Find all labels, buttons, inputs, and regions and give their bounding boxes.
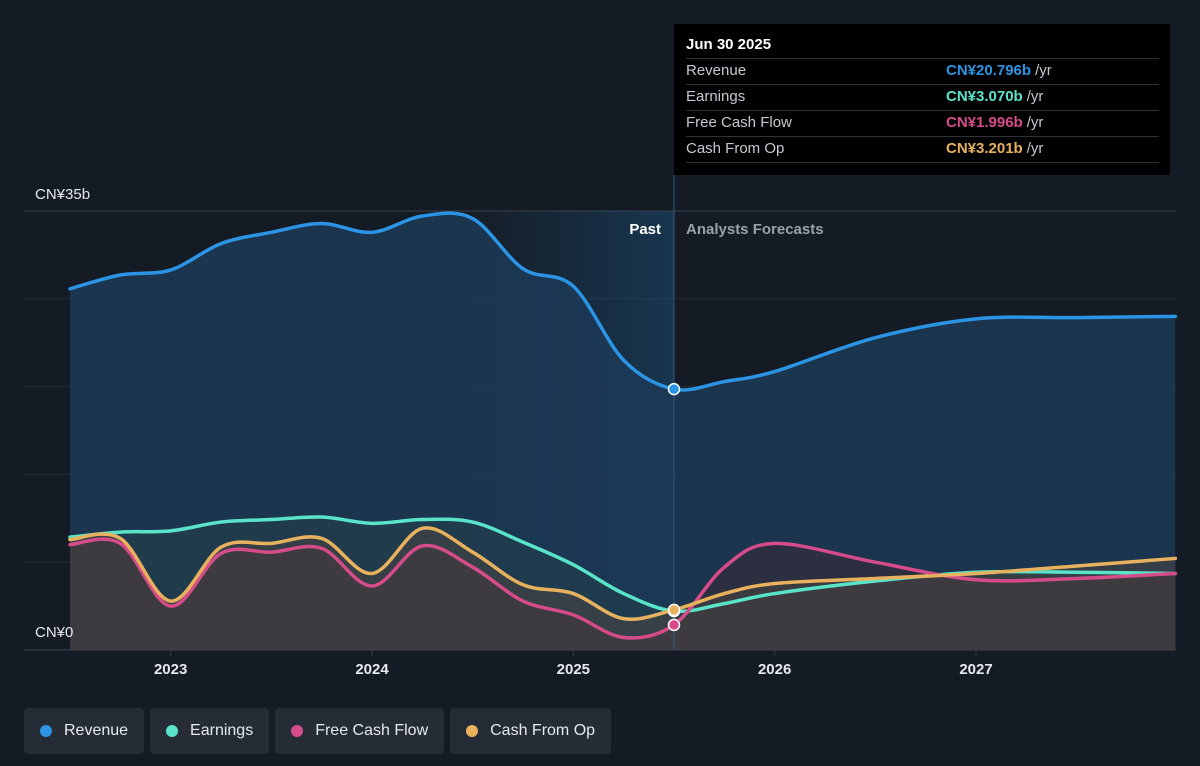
- legend-label: Revenue: [64, 722, 129, 739]
- y-axis-top-label: CN¥35b: [35, 186, 90, 203]
- tooltip-unit: /yr: [1026, 88, 1044, 105]
- x-tick-label: 2024: [355, 661, 389, 678]
- tooltip-label: Free Cash Flow: [686, 114, 792, 131]
- legend-dot-icon: [466, 725, 479, 737]
- tooltip-label: Cash From Op: [686, 140, 785, 157]
- revenue-marker: [667, 382, 681, 396]
- tooltip-unit: /yr: [1026, 140, 1044, 157]
- tooltip-unit: /yr: [1035, 62, 1052, 79]
- revenue-line: [68, 211, 1178, 392]
- tooltip-label: Revenue: [686, 62, 747, 79]
- tooltip-unit: /yr: [1026, 114, 1044, 131]
- cash-from-op-line: [68, 526, 1178, 621]
- tooltip-value: CN¥1.996b: [946, 114, 1023, 131]
- tooltip-label: Earnings: [686, 88, 746, 105]
- legend-label: Cash From Op: [490, 722, 596, 739]
- forecast-label: Analysts Forecasts: [686, 221, 824, 238]
- x-tick-label: 2027: [959, 661, 992, 678]
- tooltip-date: Jun 30 2025: [686, 36, 772, 53]
- tooltip-row-cash-from-op: Cash From Op CN¥3.201b /yr: [686, 136, 1159, 163]
- hover-tooltip: Jun 30 2025 Revenue CN¥20.796b /yr Earni…: [674, 24, 1170, 175]
- legend-dot-icon: [40, 725, 52, 737]
- tooltip-value: CN¥3.070b: [946, 88, 1023, 105]
- x-tick-label: 2025: [557, 661, 590, 678]
- cash-from-op-marker: [667, 603, 681, 617]
- legend-dot-icon: [291, 725, 304, 737]
- tooltip-row-revenue: Revenue CN¥20.796b /yr: [686, 58, 1159, 84]
- tooltip-row-earnings: Earnings CN¥3.070b /yr: [686, 84, 1159, 110]
- chart-legend: Revenue Earnings Free Cash Flow Cash Fro…: [24, 708, 612, 754]
- legend-toggle-earnings[interactable]: Earnings: [150, 708, 270, 754]
- tooltip-rows: Revenue CN¥20.796b /yr Earnings CN¥3.070…: [686, 58, 1159, 163]
- hover-markers: [667, 382, 681, 632]
- past-label: Past: [629, 221, 661, 238]
- legend-label: Free Cash Flow: [315, 722, 429, 739]
- x-tick-label: 2023: [154, 661, 187, 678]
- legend-toggle-free-cash-flow[interactable]: Free Cash Flow: [275, 708, 445, 754]
- legend-dot-icon: [166, 725, 179, 737]
- series-areas: [70, 213, 1176, 650]
- free-cash-flow-line: [68, 537, 1178, 640]
- x-axis-ticks: 2023 2024 2025 2026 2027: [154, 650, 993, 678]
- series-lines: [68, 211, 1178, 640]
- legend-label: Earnings: [190, 722, 254, 739]
- legend-toggle-revenue[interactable]: Revenue: [24, 708, 145, 754]
- free-cash-flow-marker: [667, 618, 681, 632]
- tooltip-row-free-cash-flow: Free Cash Flow CN¥1.996b /yr: [686, 110, 1159, 136]
- tooltip-value: CN¥20.796b: [946, 62, 1032, 79]
- tooltip-value: CN¥3.201b: [946, 140, 1023, 157]
- y-axis-bottom-label: CN¥0: [35, 624, 73, 641]
- x-tick-label: 2026: [758, 661, 791, 678]
- legend-toggle-cash-from-op[interactable]: Cash From Op: [450, 708, 612, 754]
